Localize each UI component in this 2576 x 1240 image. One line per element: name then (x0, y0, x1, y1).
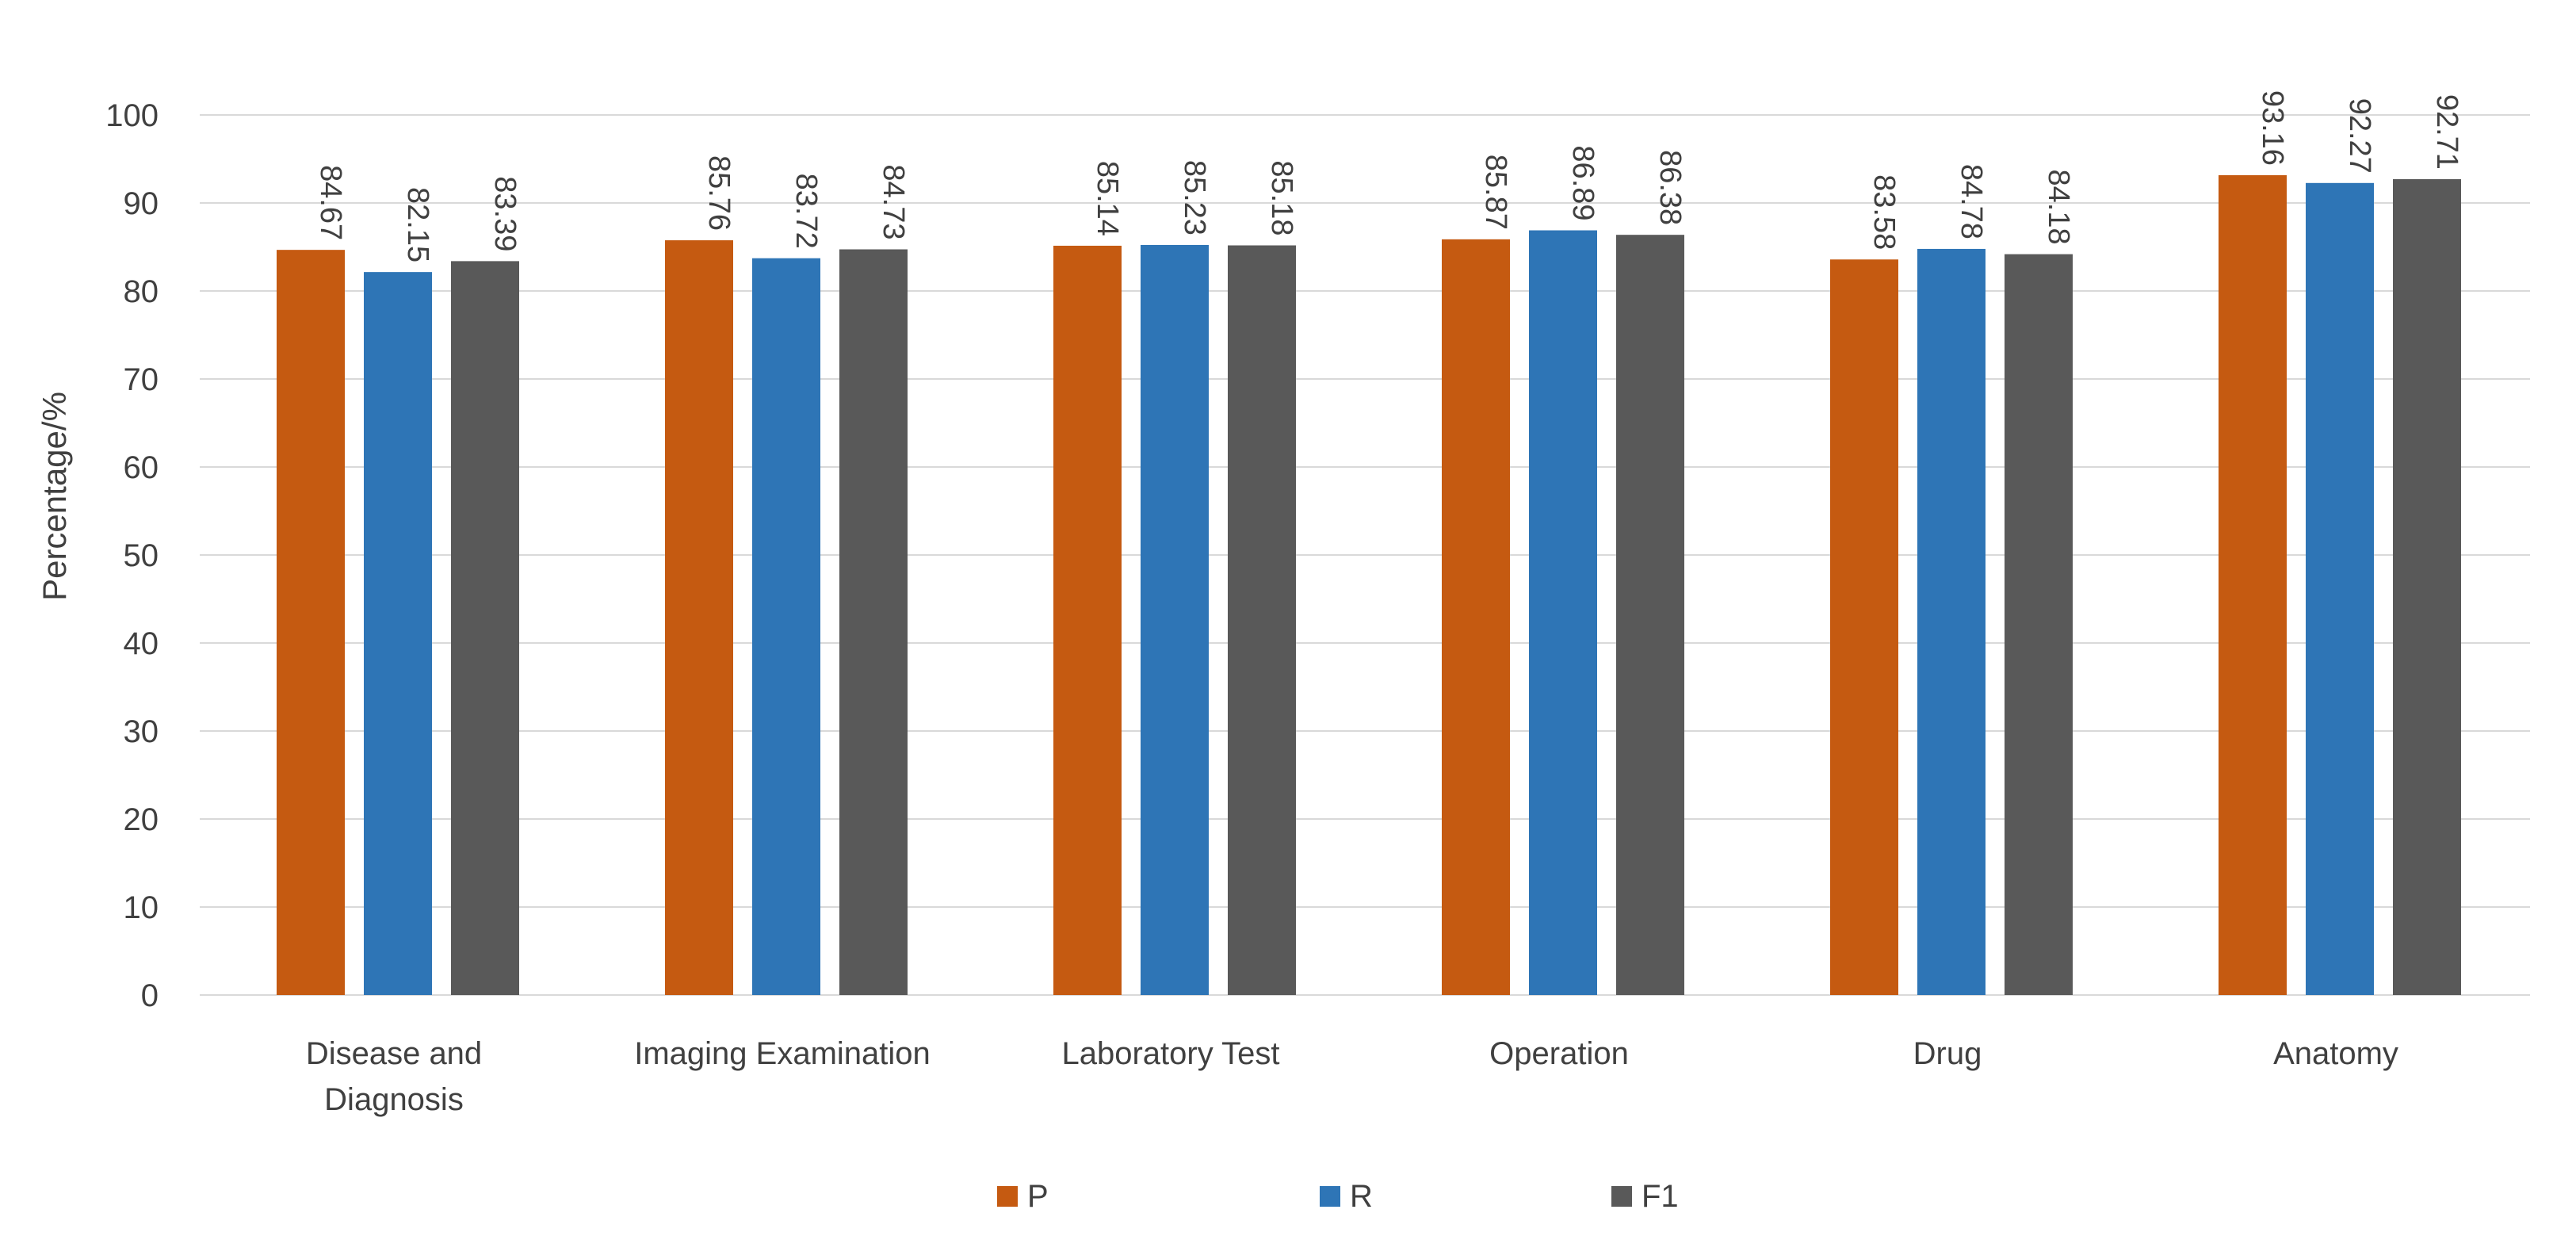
bar-p (1053, 245, 1122, 995)
bar-r (364, 272, 432, 995)
bar-f1 (2005, 254, 2073, 995)
legend-item-f1: F1 (1611, 1179, 1679, 1214)
data-label: 93.16 (2256, 90, 2289, 166)
data-label: 92.71 (2430, 94, 2463, 170)
x-category-label: Disease and (306, 1036, 482, 1071)
x-category-label: Operation (1489, 1036, 1629, 1071)
data-label: 92.27 (2343, 98, 2376, 174)
y-tick-label: 40 (124, 626, 159, 661)
data-label: 84.18 (2042, 170, 2075, 245)
y-tick-label: 0 (141, 978, 159, 1013)
data-label: 85.14 (1091, 161, 1124, 236)
data-label: 85.87 (1479, 155, 1512, 230)
x-category-label: Diagnosis (324, 1082, 464, 1117)
bar-f1 (839, 249, 908, 995)
data-label: 83.58 (1867, 174, 1901, 250)
bar-p (2219, 174, 2287, 996)
bar-f1 (2393, 178, 2461, 996)
y-tick-label: 30 (124, 714, 159, 749)
legend-swatch (997, 1186, 1018, 1207)
y-tick-label: 70 (124, 362, 159, 397)
data-label: 83.72 (789, 174, 823, 249)
x-category-label: Imaging Examination (634, 1036, 931, 1071)
data-label: 83.39 (488, 176, 522, 251)
y-tick-label: 90 (124, 186, 159, 221)
data-label: 82.15 (401, 187, 434, 262)
legend-label: P (1027, 1179, 1049, 1214)
y-tick-label: 10 (124, 890, 159, 925)
legend-item-p: P (997, 1179, 1049, 1214)
y-tick-label: 20 (124, 802, 159, 837)
y-tick-label: 100 (105, 98, 159, 133)
bar-r (2306, 182, 2374, 996)
bar-f1 (451, 261, 519, 996)
y-tick-label: 50 (124, 538, 159, 573)
bars (277, 174, 2461, 996)
y-tick-label: 80 (124, 274, 159, 309)
legend-label: R (1350, 1179, 1373, 1214)
data-label: 84.67 (314, 165, 347, 240)
bar-r (1529, 230, 1597, 995)
bar-p (1830, 259, 1898, 996)
data-labels: 84.67 82.15 83.39 85.76 83.72 84.73 85.14 85.23… (314, 90, 2463, 262)
legend: P R F1 (997, 1179, 1679, 1214)
gridlines (200, 114, 2530, 996)
bar-p (277, 250, 345, 996)
legend-swatch (1611, 1186, 1632, 1207)
bar-r (1141, 244, 1209, 995)
legend-item-r: R (1320, 1179, 1373, 1214)
bar-r (1917, 248, 1986, 995)
bar-f1 (1616, 235, 1684, 995)
x-category-label: Laboratory Test (1062, 1036, 1280, 1071)
data-label: 85.76 (702, 155, 736, 231)
y-axis-ticks: 0 10 20 30 40 50 60 70 80 90 100 (105, 98, 159, 1013)
bar-p (1442, 239, 1510, 995)
bar-f1 (1228, 245, 1296, 995)
data-label: 85.18 (1265, 160, 1298, 235)
y-axis-title: Percentage/% (36, 392, 73, 601)
legend-swatch (1320, 1186, 1340, 1207)
y-tick-label: 60 (124, 450, 159, 485)
bar-r (752, 258, 820, 995)
data-label: 85.23 (1178, 160, 1211, 235)
data-label: 84.78 (1955, 164, 1988, 239)
x-axis-categories: Disease and Diagnosis Imaging Examination L… (306, 1036, 2398, 1117)
x-category-label: Drug (1913, 1036, 1982, 1071)
bar-p (665, 240, 733, 996)
data-label: 84.73 (877, 164, 910, 239)
x-category-label: Anatomy (2273, 1036, 2398, 1071)
data-label: 86.38 (1653, 150, 1687, 225)
legend-label: F1 (1642, 1179, 1679, 1214)
data-label: 86.89 (1566, 145, 1599, 220)
